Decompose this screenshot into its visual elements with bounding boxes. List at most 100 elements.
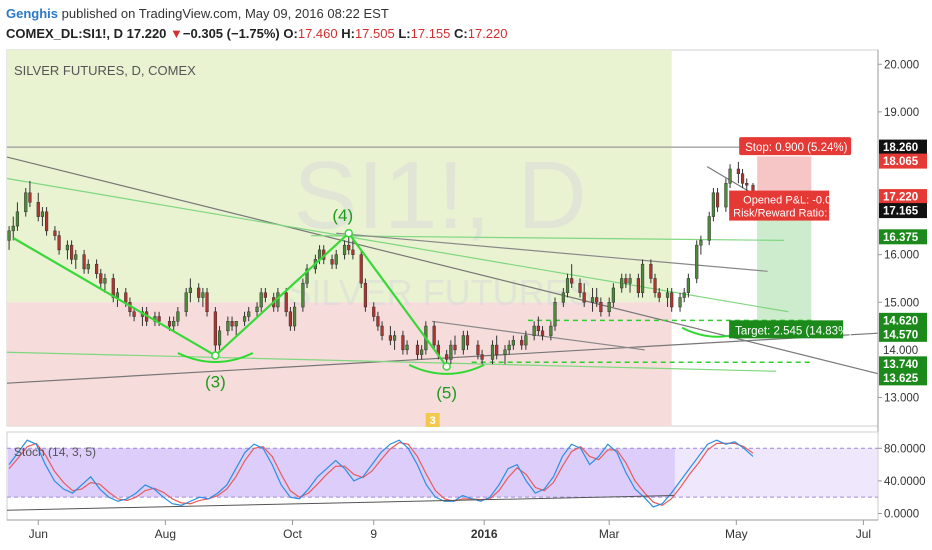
target-label: Target: 2.545 (14.83%) [735,325,852,337]
candle [284,292,288,313]
y-tick-label: 13.000 [884,392,919,404]
time-axis[interactable]: Jun Aug Oct 9 2016 Mar May Jul [7,519,878,541]
candle [359,254,363,284]
trendline [6,177,789,313]
stoch-band-right [673,448,878,498]
candle [507,344,511,351]
elliott-wave-layer: (3) (4) (5)3 [12,206,457,427]
price-axis[interactable]: 20.000 19.000 16.000 15.000 13.000 [877,50,919,520]
price-label: 17.220 [883,192,918,204]
candle [103,278,107,284]
candle [292,306,297,327]
stoch-tick-label: 0.0000 [884,508,919,520]
candle [74,254,78,260]
wave-label: (4) [332,206,353,225]
position-stop-zone [757,156,812,197]
candle [188,287,192,293]
candle [69,244,74,260]
stop-label: Stop: 0.900 (5.24%) [745,142,847,154]
candle [342,244,347,255]
author-link[interactable]: Genghis [6,6,59,21]
y-tick-label: 15.000 [884,297,919,309]
candle [376,316,380,327]
price-label: 16.375 [883,232,919,244]
price-label-box [879,356,927,372]
candle [578,282,582,293]
symbol-label[interactable]: COMEX_DL:SI1!, D [6,26,124,41]
candle [40,211,45,217]
candle [288,311,292,327]
candle [476,344,480,355]
candle [44,211,49,232]
stoch-tick-label: 80.0000 [884,443,926,455]
candle [226,321,230,332]
x-tick-label: Jul [856,527,871,541]
low-label: L: [398,26,411,41]
price-label: 14.570 [883,329,918,341]
candle [607,302,611,313]
candle [167,321,172,327]
candle [86,263,90,270]
rr-label: Risk/Reward Ratio: 2.83 [733,208,852,220]
price-label-box [879,312,927,328]
stoch-label: Stoch (14, 3, 5) [14,445,96,459]
support-arc [177,352,254,363]
price-label-box [879,189,927,205]
candle [686,278,690,293]
candle [363,282,368,308]
candle [511,340,515,346]
candle [197,287,201,298]
candle [11,225,15,232]
candle [620,278,624,289]
candle [24,192,28,213]
candle [640,263,645,293]
candle [124,292,128,303]
price-label-box [879,326,927,342]
candle [380,325,384,336]
candle [334,254,338,265]
candle [201,292,205,298]
wave-anchor [344,228,353,238]
candle [230,321,234,327]
down-arrow-icon: ▼ [170,26,183,41]
price-change: −0.305 (−1.75%) [182,26,280,41]
candle [111,278,115,298]
publish-info: Genghis published on TradingView.com, Ma… [6,6,389,21]
candle [503,349,507,355]
price-label: 13.625 [883,373,919,385]
y-tick-label: 20.000 [884,59,919,71]
candle [495,344,499,355]
high-value: 17.505 [354,26,395,41]
candle [736,168,740,174]
bullish-zone [7,50,672,303]
candle [465,335,470,346]
price-label: 18.260 [883,142,918,154]
candle [99,273,103,284]
event-marker-label: 3 [430,415,436,427]
candle [590,297,595,303]
candle [347,244,351,251]
candle [184,292,188,313]
candle [636,278,640,293]
candle [670,292,674,308]
candle [449,344,453,360]
candle [392,335,397,341]
candle [628,278,632,284]
candle [305,268,309,284]
candle [549,325,553,336]
candle [263,292,267,298]
candle [405,344,409,351]
candle [247,311,251,317]
price-label-box [879,153,927,169]
candle [330,259,334,265]
x-tick-label: Oct [283,527,302,541]
low-value: 17.155 [410,26,451,41]
candle [711,192,715,217]
high-label: H: [341,26,355,41]
candle [532,325,536,336]
support-arc [408,363,485,375]
candle [28,192,32,203]
candle [599,302,603,313]
chart-title: SILVER FUTURES, D, COMEX [14,63,196,78]
